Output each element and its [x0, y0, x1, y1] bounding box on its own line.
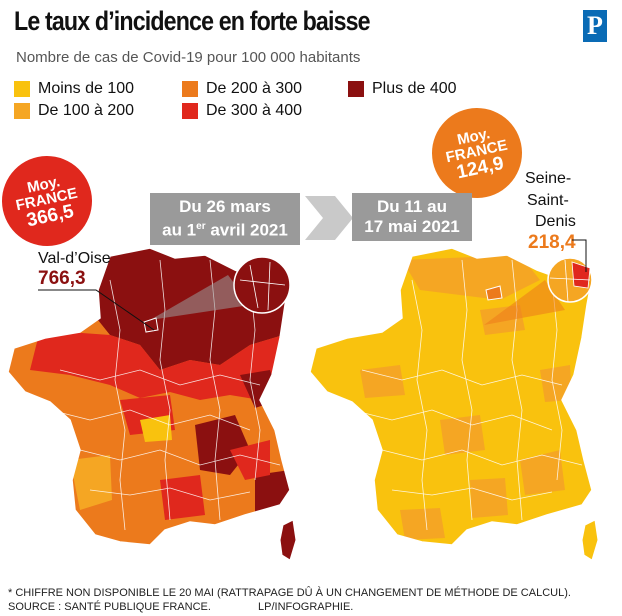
callout-ssd-value: 218,4: [528, 232, 576, 253]
source-line: SOURCE : SANTÉ PUBLIQUE FRANCE. LP/INFOGR…: [8, 600, 571, 614]
corsica-left: [279, 519, 297, 561]
legend-swatch: [14, 103, 30, 119]
legend-item-300-400: De 300 à 400: [182, 102, 302, 120]
legend-label: De 100 à 200: [38, 102, 135, 119]
callout-ssd-name-2: Saint-: [527, 192, 569, 209]
period-right-line2: 17 mai 2021: [364, 217, 460, 236]
legend: Moins de 100 De 100 à 200 De 200 à 300 D…: [14, 80, 534, 124]
callout-ssd-name-3: Denis: [535, 213, 576, 230]
period-left-pre: au 1: [162, 220, 197, 240]
period-left-line1: Du 26 mars: [179, 197, 271, 216]
period-left-line2: au 1er avril 2021: [150, 217, 300, 241]
footnote: * CHIFFRE NON DISPONIBLE LE 20 MAI (RATT…: [8, 587, 571, 599]
legend-swatch: [348, 81, 364, 97]
callout-val-oise-value: 766,3: [38, 268, 86, 289]
map-right: [309, 247, 599, 561]
legend-swatch: [182, 81, 198, 97]
page-title: Le taux d’incidence en forte baisse: [14, 6, 371, 36]
legend-item-200-300: De 200 à 300: [182, 80, 302, 98]
legend-label: De 300 à 400: [206, 102, 303, 119]
callout-right-leader: [572, 239, 587, 272]
callout-val-oise-name: Val-d’Oise: [38, 250, 111, 267]
period-left-sup: er: [196, 221, 206, 232]
credit: LP/INFOGRAPHIE.: [258, 601, 354, 613]
period-right-box: Du 11 au 17 mai 2021: [352, 193, 472, 241]
legend-swatch: [14, 81, 30, 97]
period-right-line1: Du 11 au: [377, 197, 447, 216]
legend-item-100-200: De 100 à 200: [14, 102, 134, 120]
callout-left-leader: [38, 289, 155, 331]
maps-area: [7, 247, 599, 561]
publication-logo: P: [583, 10, 607, 42]
source: SOURCE : SANTÉ PUBLIQUE FRANCE.: [8, 601, 211, 613]
legend-swatch: [182, 103, 198, 119]
period-left-post: avril 2021: [205, 220, 288, 240]
corsica-right: [581, 519, 599, 561]
idf-inset-left: [233, 256, 291, 314]
legend-item-moins-100: Moins de 100: [14, 80, 134, 98]
legend-label: De 200 à 300: [206, 80, 303, 97]
callout-ssd-name-1: Seine-: [525, 170, 572, 187]
arrow-icon: [305, 196, 353, 240]
footer: * CHIFFRE NON DISPONIBLE LE 20 MAI (RATT…: [8, 586, 571, 614]
period-left-box: Du 26 mars au 1er avril 2021: [150, 193, 300, 245]
legend-label: Plus de 400: [372, 80, 457, 97]
legend-label: Moins de 100: [38, 80, 135, 97]
legend-item-plus-400: Plus de 400: [348, 80, 457, 98]
page-subtitle: Nombre de cas de Covid-19 pour 100 000 h…: [16, 49, 361, 66]
